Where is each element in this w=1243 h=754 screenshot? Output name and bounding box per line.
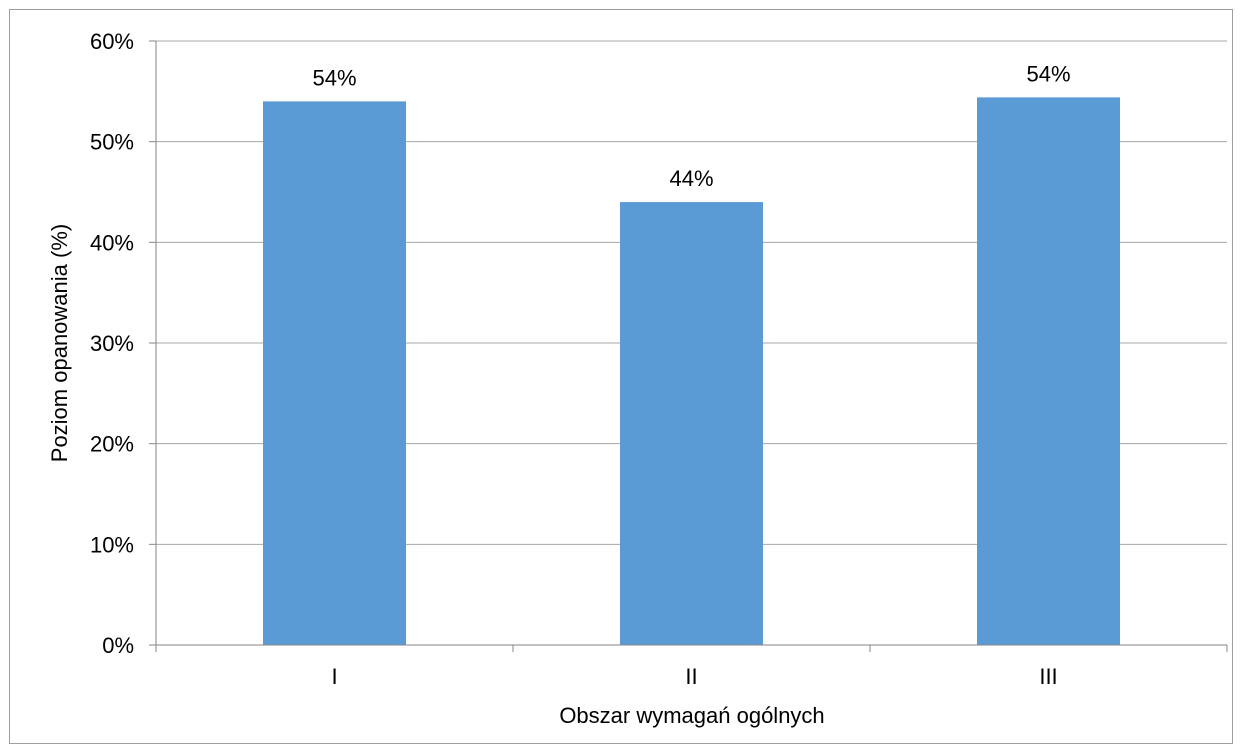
data-label: 54% <box>312 65 356 90</box>
bar <box>977 97 1120 645</box>
labels: 0% 10% 20% 30% 40% 50% 60% 54% I 44% II 54% III <box>90 29 1071 689</box>
y-tick-label: 30% <box>90 331 134 356</box>
bar <box>263 101 406 645</box>
data-label: 44% <box>669 166 713 191</box>
x-tick-label: I <box>331 664 337 689</box>
y-tick-label: 40% <box>90 230 134 255</box>
x-axis-title: Obszar wymagań ogólnych <box>559 703 824 728</box>
y-tick-label: 60% <box>90 29 134 54</box>
y-tick-label: 10% <box>90 532 134 557</box>
bars <box>263 97 1120 646</box>
axes <box>149 40 1228 652</box>
y-tick-label: 50% <box>90 130 134 155</box>
data-label: 54% <box>1026 61 1070 86</box>
x-tick-label: II <box>685 664 697 689</box>
bar <box>620 202 763 646</box>
y-axis-title: Poziom opanowania (%) <box>47 224 72 462</box>
x-tick-label: III <box>1039 664 1057 689</box>
y-tick-label: 0% <box>102 633 134 658</box>
y-tick-label: 20% <box>90 432 134 457</box>
